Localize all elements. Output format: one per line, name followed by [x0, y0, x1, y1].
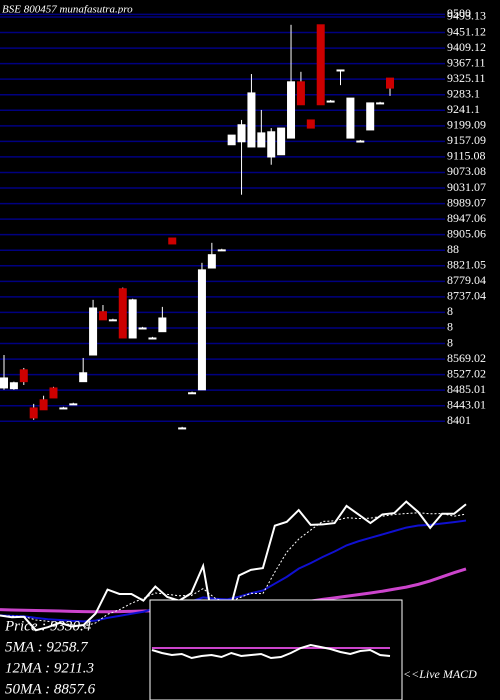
- candle-body: [39, 399, 48, 411]
- y-tick-label: 9451.12: [447, 24, 486, 38]
- candle-body: [306, 119, 315, 129]
- candle-body: [277, 127, 286, 156]
- candle-body: [158, 317, 167, 333]
- candle-body: [138, 327, 147, 330]
- candle-body: [356, 140, 365, 143]
- candle-body: [247, 92, 256, 148]
- y-tick-label: 9241.1: [447, 102, 480, 116]
- candle-body: [296, 81, 305, 106]
- series-line: [151, 643, 391, 660]
- candle-body: [346, 97, 355, 139]
- y-tick-label: 8779.04: [447, 273, 486, 287]
- candle-body: [197, 269, 206, 391]
- candle-body: [0, 377, 8, 389]
- candle-body: [386, 77, 394, 89]
- candle-body: [49, 387, 58, 399]
- candle-body: [168, 237, 177, 245]
- chart-title: BSE 800457 munafasutra.pro: [2, 4, 133, 16]
- y-tick-label: 9115.08: [447, 149, 486, 163]
- y-tick-label: 8737.04: [447, 289, 486, 303]
- candle-body: [69, 403, 78, 406]
- y-tick-label: 9325.11: [447, 71, 486, 85]
- y-tick-label: 8: [447, 320, 453, 334]
- y-tick-label: 8527.02: [447, 366, 486, 380]
- candle-body: [108, 319, 117, 322]
- candle-body: [267, 131, 276, 158]
- y-tick-label: 9283.1: [447, 86, 480, 100]
- y-tick-label: 8: [447, 304, 453, 318]
- candle-body: [148, 337, 157, 340]
- y-tick-label: 8569.02: [447, 351, 486, 365]
- y-tick-label: 8: [447, 335, 453, 349]
- candle-body: [326, 100, 335, 103]
- candle-body: [227, 134, 236, 146]
- candle-body: [9, 382, 18, 390]
- y-tick-label: 8401: [447, 413, 471, 427]
- y-tick-label: 9493.13: [447, 9, 486, 23]
- y-tick-label: 9367.11: [447, 55, 486, 69]
- candle-body: [257, 132, 266, 148]
- candle-body: [79, 372, 88, 383]
- candle-body: [98, 311, 107, 321]
- candle-body: [217, 249, 226, 252]
- candle-body: [188, 392, 197, 395]
- candle-body: [376, 102, 385, 105]
- candle-body: [237, 124, 246, 143]
- y-tick-label: 9500: [447, 6, 471, 20]
- candle-body: [29, 407, 38, 419]
- y-tick-label: 9409.12: [447, 40, 486, 54]
- candle-body: [366, 102, 375, 131]
- y-tick-label: 9073.08: [447, 164, 486, 178]
- legend-annotation: 12MA : 9211.3: [5, 660, 94, 676]
- macd-title: <<Live MACD: [403, 667, 477, 681]
- candle-body: [19, 369, 28, 383]
- candle-body: [59, 407, 68, 410]
- candle-body: [118, 288, 127, 339]
- legend-annotation: Price : 9330.4: [4, 618, 92, 634]
- y-tick-label: 9157.09: [447, 133, 486, 147]
- candle-body: [128, 299, 137, 339]
- y-tick-label: 8947.06: [447, 211, 486, 225]
- candle-body: [207, 254, 216, 269]
- y-tick-label: 9031.07: [447, 180, 486, 194]
- y-tick-label: 8989.07: [447, 195, 486, 209]
- macd-box: [149, 599, 403, 700]
- candle-body: [336, 69, 345, 72]
- series-line: [0, 500, 467, 637]
- candle-body: [89, 307, 98, 356]
- y-tick-label: 8821.05: [447, 258, 486, 272]
- candle-body: [316, 24, 325, 106]
- y-tick-label: 8443.01: [447, 397, 486, 411]
- candle-body: [287, 81, 296, 139]
- y-tick-label: 88: [447, 242, 459, 256]
- y-tick-label: 8905.06: [447, 226, 486, 240]
- candle-body: [178, 427, 187, 430]
- legend-annotation: 50MA : 8857.6: [5, 681, 96, 697]
- y-tick-label: 8485.01: [447, 382, 486, 396]
- y-tick-label: 9199.09: [447, 118, 486, 132]
- legend-annotation: 5MA : 9258.7: [5, 639, 89, 655]
